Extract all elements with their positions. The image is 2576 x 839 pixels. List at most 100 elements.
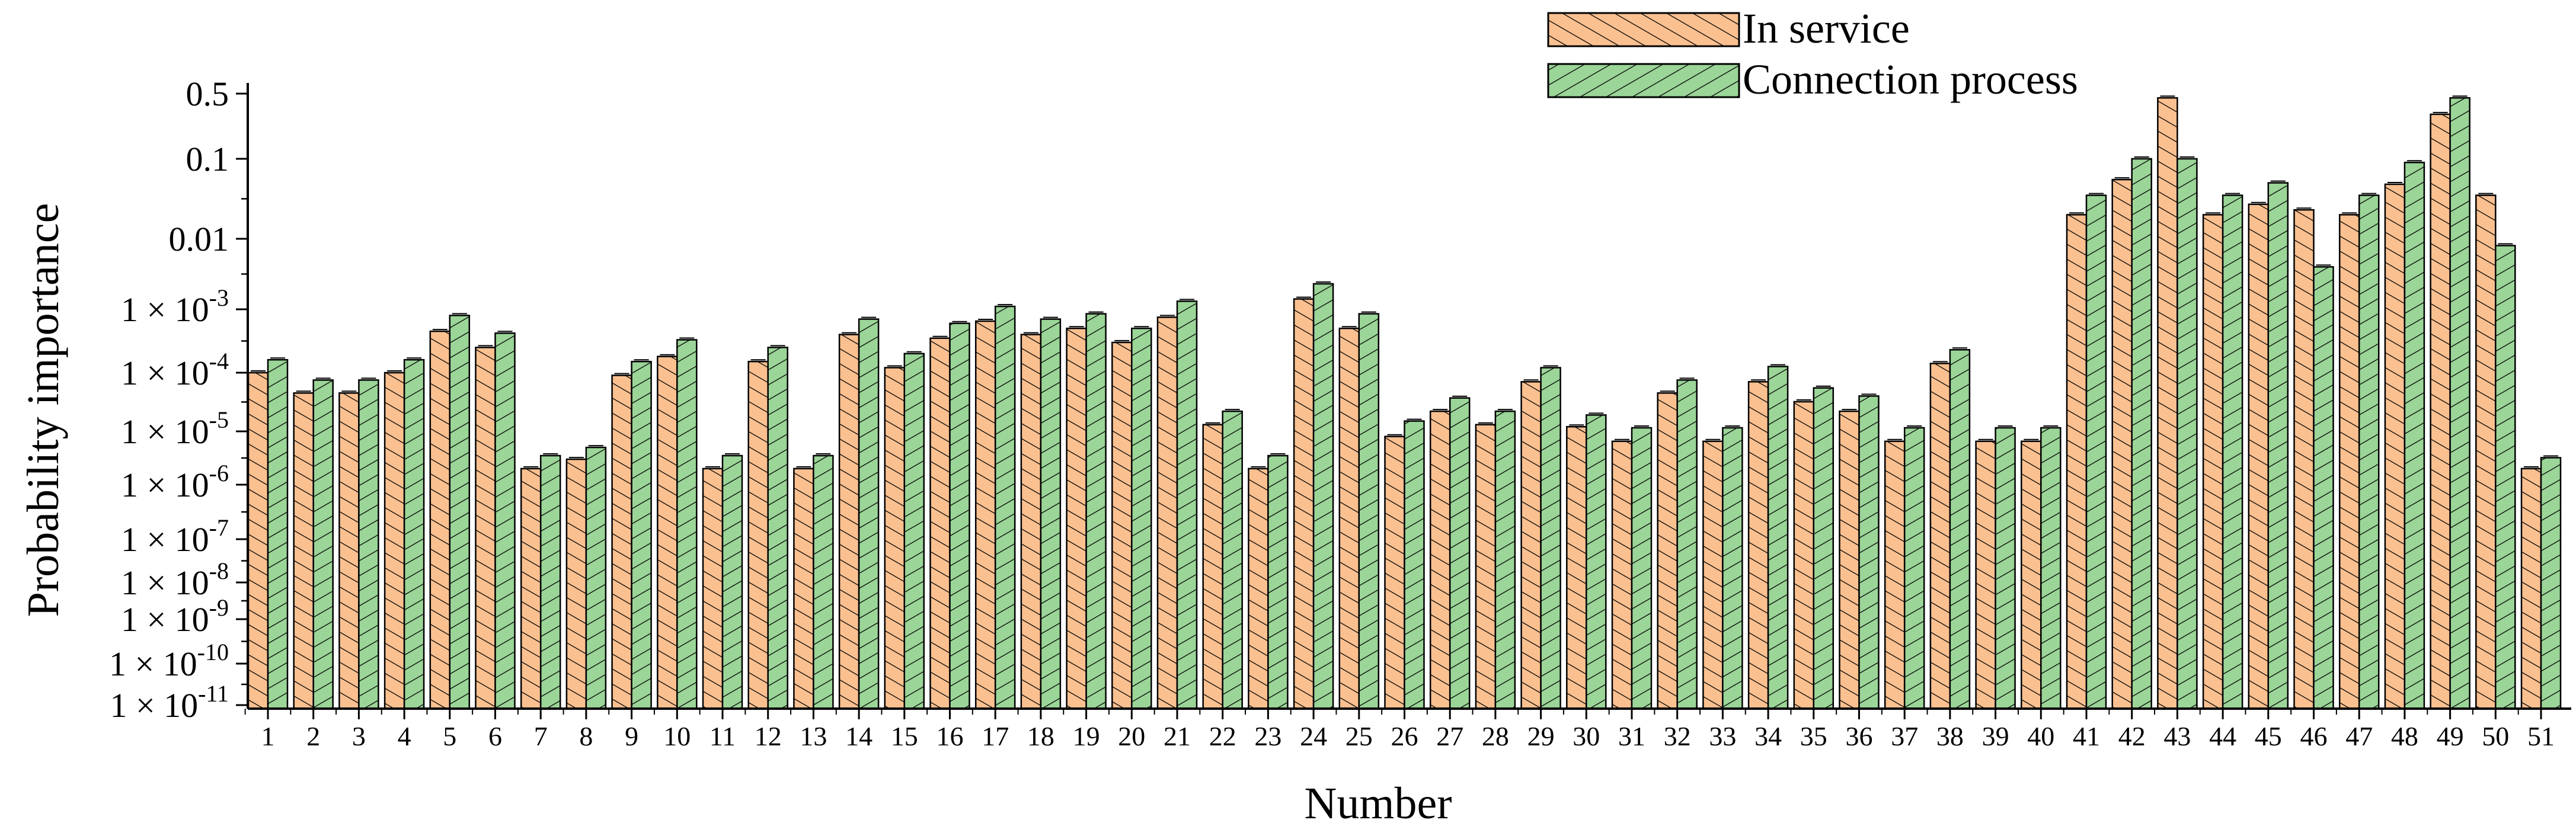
bar-in-service-4 xyxy=(383,372,405,710)
x-tick-label: 39 xyxy=(1982,721,2009,751)
bar-in-service-22 xyxy=(1202,424,1223,710)
bar-in-service-30 xyxy=(1566,425,1587,710)
bar-in-service-37 xyxy=(1884,440,1906,710)
y-tick-label: 1 × 10-10 xyxy=(109,639,229,683)
x-tick-label: 10 xyxy=(663,721,691,751)
bar-connection-process-28 xyxy=(1494,410,1516,710)
bar-in-service-39 xyxy=(1975,440,1996,710)
bar-connection-process-50 xyxy=(2495,245,2516,710)
bar-in-service-31 xyxy=(1611,440,1633,710)
bar-in-service-26 xyxy=(1384,435,1405,710)
y-axis-title: Probability importance xyxy=(18,203,68,617)
bar-connection-process-13 xyxy=(813,454,834,710)
legend-swatch-in-service xyxy=(1547,12,1740,47)
bar-in-service-7 xyxy=(520,467,542,710)
y-tick-label: 0.1 xyxy=(186,140,229,178)
y-tick-label: 1 × 10-4 xyxy=(121,348,229,392)
bar-in-service-43 xyxy=(2157,97,2178,710)
bar-connection-process-11 xyxy=(721,454,743,710)
x-tick-label: 27 xyxy=(1436,721,1463,751)
bar-connection-process-38 xyxy=(1949,349,1971,710)
bar-in-service-28 xyxy=(1475,424,1497,710)
bar-connection-process-2 xyxy=(312,379,334,710)
x-tick-label: 23 xyxy=(1254,721,1281,751)
bar-connection-process-10 xyxy=(676,339,698,710)
bar-in-service-3 xyxy=(338,392,360,710)
x-tick-label: 32 xyxy=(1664,721,1691,751)
bar-in-service-9 xyxy=(611,374,632,710)
legend-label-in-service: In service xyxy=(1743,5,1910,52)
bar-in-service-13 xyxy=(793,467,814,710)
x-tick-label: 13 xyxy=(800,721,827,751)
x-tick-label: 26 xyxy=(1391,721,1418,751)
x-tick-label: 37 xyxy=(1891,721,1918,751)
bar-in-service-40 xyxy=(2021,440,2042,710)
x-tick-label: 38 xyxy=(1936,721,1964,751)
x-tick-label: 46 xyxy=(2300,721,2328,751)
bar-in-service-27 xyxy=(1429,410,1451,710)
bar-in-service-20 xyxy=(1111,341,1133,710)
bar-in-service-51 xyxy=(2520,467,2542,710)
bar-in-service-32 xyxy=(1657,392,1678,710)
bar-connection-process-44 xyxy=(2222,194,2243,710)
bar-in-service-15 xyxy=(884,367,906,710)
x-tick-label: 19 xyxy=(1073,721,1100,751)
bar-connection-process-43 xyxy=(2177,158,2198,710)
bar-connection-process-36 xyxy=(1858,395,1880,710)
bar-in-service-48 xyxy=(2384,183,2406,710)
bar-in-service-6 xyxy=(475,347,496,710)
x-tick-label: 11 xyxy=(709,721,736,751)
bar-in-service-23 xyxy=(1248,467,1269,710)
x-tick-label: 20 xyxy=(1118,721,1145,751)
bar-in-service-42 xyxy=(2111,178,2133,710)
bar-connection-process-32 xyxy=(1676,379,1698,710)
x-tick-label: 42 xyxy=(2118,721,2146,751)
y-tick-label: 1 × 10-7 xyxy=(121,514,229,559)
x-tick-label: 4 xyxy=(398,721,411,751)
y-tick-label: 1 × 10-6 xyxy=(121,460,229,504)
x-tick-label: 36 xyxy=(1846,721,1873,751)
x-tick-label: 30 xyxy=(1573,721,1600,751)
x-tick-label: 44 xyxy=(2209,721,2236,751)
bar-in-service-24 xyxy=(1293,298,1315,710)
x-tick-label: 22 xyxy=(1209,721,1236,751)
bar-connection-process-45 xyxy=(2267,182,2289,710)
x-tick-label: 43 xyxy=(2163,721,2191,751)
x-tick-label: 33 xyxy=(1709,721,1736,751)
x-tick-label: 21 xyxy=(1164,721,1191,751)
bar-connection-process-9 xyxy=(631,360,652,710)
bar-connection-process-23 xyxy=(1267,454,1289,710)
bar-connection-process-33 xyxy=(1722,427,1743,710)
x-tick-label: 7 xyxy=(534,721,548,751)
x-tick-label: 12 xyxy=(755,721,782,751)
bar-in-service-38 xyxy=(1929,363,1951,710)
bar-connection-process-26 xyxy=(1404,420,1425,710)
bar-in-service-2 xyxy=(293,392,314,710)
bar-in-service-10 xyxy=(657,356,678,710)
legend-swatch-connection-process xyxy=(1547,63,1740,98)
y-tick-label: 1 × 10-9 xyxy=(121,594,229,639)
bar-in-service-36 xyxy=(1839,410,1860,710)
bar-connection-process-46 xyxy=(2313,266,2334,710)
bar-connection-process-1 xyxy=(267,358,289,710)
bar-in-service-50 xyxy=(2475,194,2497,710)
bars-layer xyxy=(247,95,2562,710)
x-tick-label: 40 xyxy=(2027,721,2054,751)
x-tick-label: 25 xyxy=(1345,721,1373,751)
bar-in-service-35 xyxy=(1793,401,1815,710)
bar-in-service-44 xyxy=(2202,214,2224,710)
x-tick-label: 2 xyxy=(306,721,320,751)
bar-in-service-18 xyxy=(1020,334,1042,710)
bar-in-service-46 xyxy=(2293,209,2315,710)
bar-in-service-29 xyxy=(1520,381,1542,710)
x-tick-label: 31 xyxy=(1618,721,1645,751)
bar-in-service-21 xyxy=(1156,316,1178,710)
y-tick-label: 1 × 10-3 xyxy=(121,284,229,329)
bar-connection-process-6 xyxy=(494,332,516,710)
x-tick-label: 48 xyxy=(2391,721,2418,751)
bar-connection-process-27 xyxy=(1449,397,1471,710)
bar-in-service-19 xyxy=(1066,327,1087,710)
